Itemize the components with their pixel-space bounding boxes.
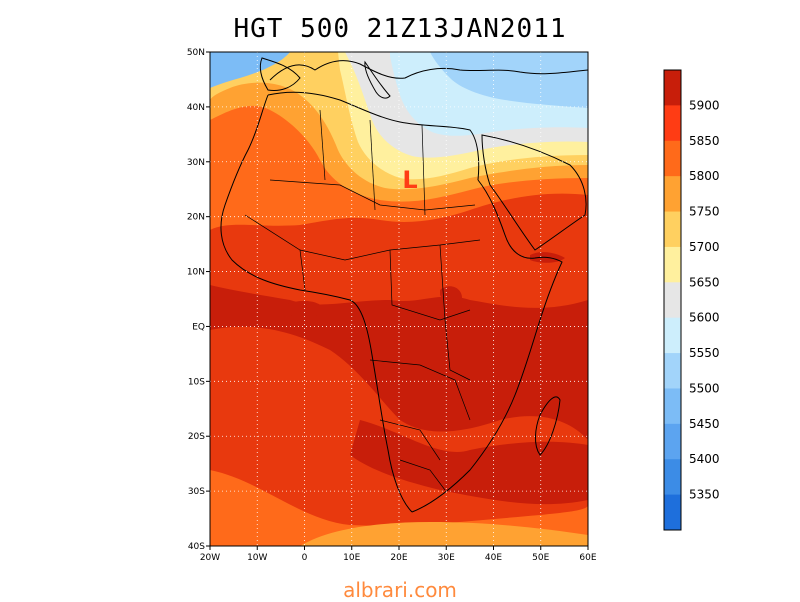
lon-tick-label: 20E bbox=[390, 553, 407, 563]
lat-tick-label: EQ bbox=[192, 322, 205, 332]
coastline-arabia bbox=[481, 134, 587, 251]
latitude-axis: 50N 40N 30N 20N 10N EQ 10S 20S 30S 40S bbox=[187, 48, 210, 552]
watermark: albrari.com bbox=[343, 578, 457, 602]
border-line bbox=[269, 179, 476, 211]
colorbar-frame bbox=[663, 69, 682, 531]
lat-tick-label: 10N bbox=[187, 268, 205, 278]
border-line bbox=[439, 244, 471, 381]
lat-tick-label: 20S bbox=[188, 432, 205, 442]
colorbar-level-label: 5850 bbox=[689, 134, 720, 148]
colorbar-level-label: 5900 bbox=[689, 98, 720, 112]
colorbar-swatch bbox=[664, 246, 681, 283]
colorbar-level-label: 5750 bbox=[689, 205, 720, 219]
colorbar-level-label: 5350 bbox=[689, 488, 720, 502]
coastline-africa-west bbox=[220, 94, 413, 513]
border-line bbox=[399, 459, 446, 491]
lat-tick-label: 30N bbox=[187, 158, 205, 168]
height-contour-field bbox=[210, 52, 588, 546]
map-title: HGT 500 21Z13JAN2011 bbox=[233, 14, 567, 44]
lat-tick-label: 40S bbox=[188, 542, 205, 552]
coastlines bbox=[220, 57, 588, 513]
longitude-axis: 20W 10W 0 10E 20E 30E 40E 50E 60E bbox=[200, 546, 597, 563]
contour-cell-5900-basin bbox=[395, 318, 419, 354]
contour-band-5900-south bbox=[350, 420, 588, 505]
border-line bbox=[244, 214, 481, 261]
border-line bbox=[421, 124, 426, 216]
border-line bbox=[389, 249, 471, 321]
colorbar-level-label: 5400 bbox=[689, 452, 720, 466]
colorbar-level-label: 5450 bbox=[689, 417, 720, 431]
colorbar-level-label: 5550 bbox=[689, 346, 720, 360]
border-line bbox=[369, 359, 471, 421]
lat-tick-label: 50N bbox=[187, 48, 205, 58]
colorbar-swatch bbox=[664, 140, 681, 177]
contour-cell-5900-central bbox=[440, 286, 462, 302]
colorbar-swatch bbox=[664, 353, 681, 389]
graticule bbox=[210, 52, 588, 546]
lat-tick-label: 20N bbox=[187, 213, 205, 223]
lon-tick-label: 10W bbox=[247, 553, 267, 563]
colorbar: 5350 5400 5450 5500 5550 5600 5650 5700 5750 5800… bbox=[663, 69, 720, 531]
coastline-europe bbox=[269, 60, 588, 81]
lon-tick-label: 40E bbox=[485, 553, 502, 563]
contour-band-5500 bbox=[430, 52, 588, 108]
colorbar-swatch bbox=[664, 70, 681, 106]
colorbar-level-label: 5800 bbox=[689, 169, 720, 183]
border-line bbox=[299, 249, 306, 291]
border-line bbox=[379, 419, 441, 461]
coastline-italy bbox=[364, 60, 391, 99]
colorbar-swatch bbox=[664, 105, 681, 142]
graticule-lines bbox=[210, 52, 588, 546]
low-pressure-marker: L bbox=[402, 166, 417, 194]
lon-tick-label: 60E bbox=[579, 553, 596, 563]
coastline-africa-east bbox=[411, 179, 563, 513]
coastline-iberia bbox=[259, 57, 301, 91]
lon-tick-label: 50E bbox=[532, 553, 549, 563]
lon-tick-label: 20W bbox=[200, 553, 220, 563]
lon-tick-label: 0 bbox=[302, 553, 308, 563]
coastline-madagascar bbox=[535, 396, 561, 456]
colorbar-swatch bbox=[664, 176, 681, 213]
colorbar-swatch bbox=[664, 494, 681, 531]
border-line bbox=[319, 109, 326, 181]
colorbar-level-label: 5700 bbox=[689, 240, 720, 254]
colorbar-level-label: 5600 bbox=[689, 311, 720, 325]
colorbar-swatch bbox=[664, 211, 681, 248]
border-line bbox=[369, 119, 376, 211]
colorbar-swatch bbox=[664, 388, 681, 425]
colorbar-level-label: 5650 bbox=[689, 275, 720, 289]
contour-cell-5900-west bbox=[285, 300, 325, 318]
colorbar-swatch bbox=[664, 423, 681, 460]
coastline-north-africa bbox=[267, 91, 480, 181]
colorbar-level-label: 5500 bbox=[689, 381, 720, 395]
lon-tick-label: 30E bbox=[438, 553, 455, 563]
lat-tick-label: 10S bbox=[188, 377, 205, 387]
colorbar-swatch bbox=[664, 282, 681, 319]
contour-band-5750-south bbox=[300, 522, 588, 546]
lat-tick-label: 30S bbox=[188, 487, 205, 497]
lat-tick-label: 40N bbox=[187, 103, 205, 113]
colorbar-swatch bbox=[664, 317, 681, 354]
country-borders bbox=[244, 109, 481, 491]
colorbar-swatch bbox=[664, 459, 681, 496]
lon-tick-label: 10E bbox=[343, 553, 360, 563]
